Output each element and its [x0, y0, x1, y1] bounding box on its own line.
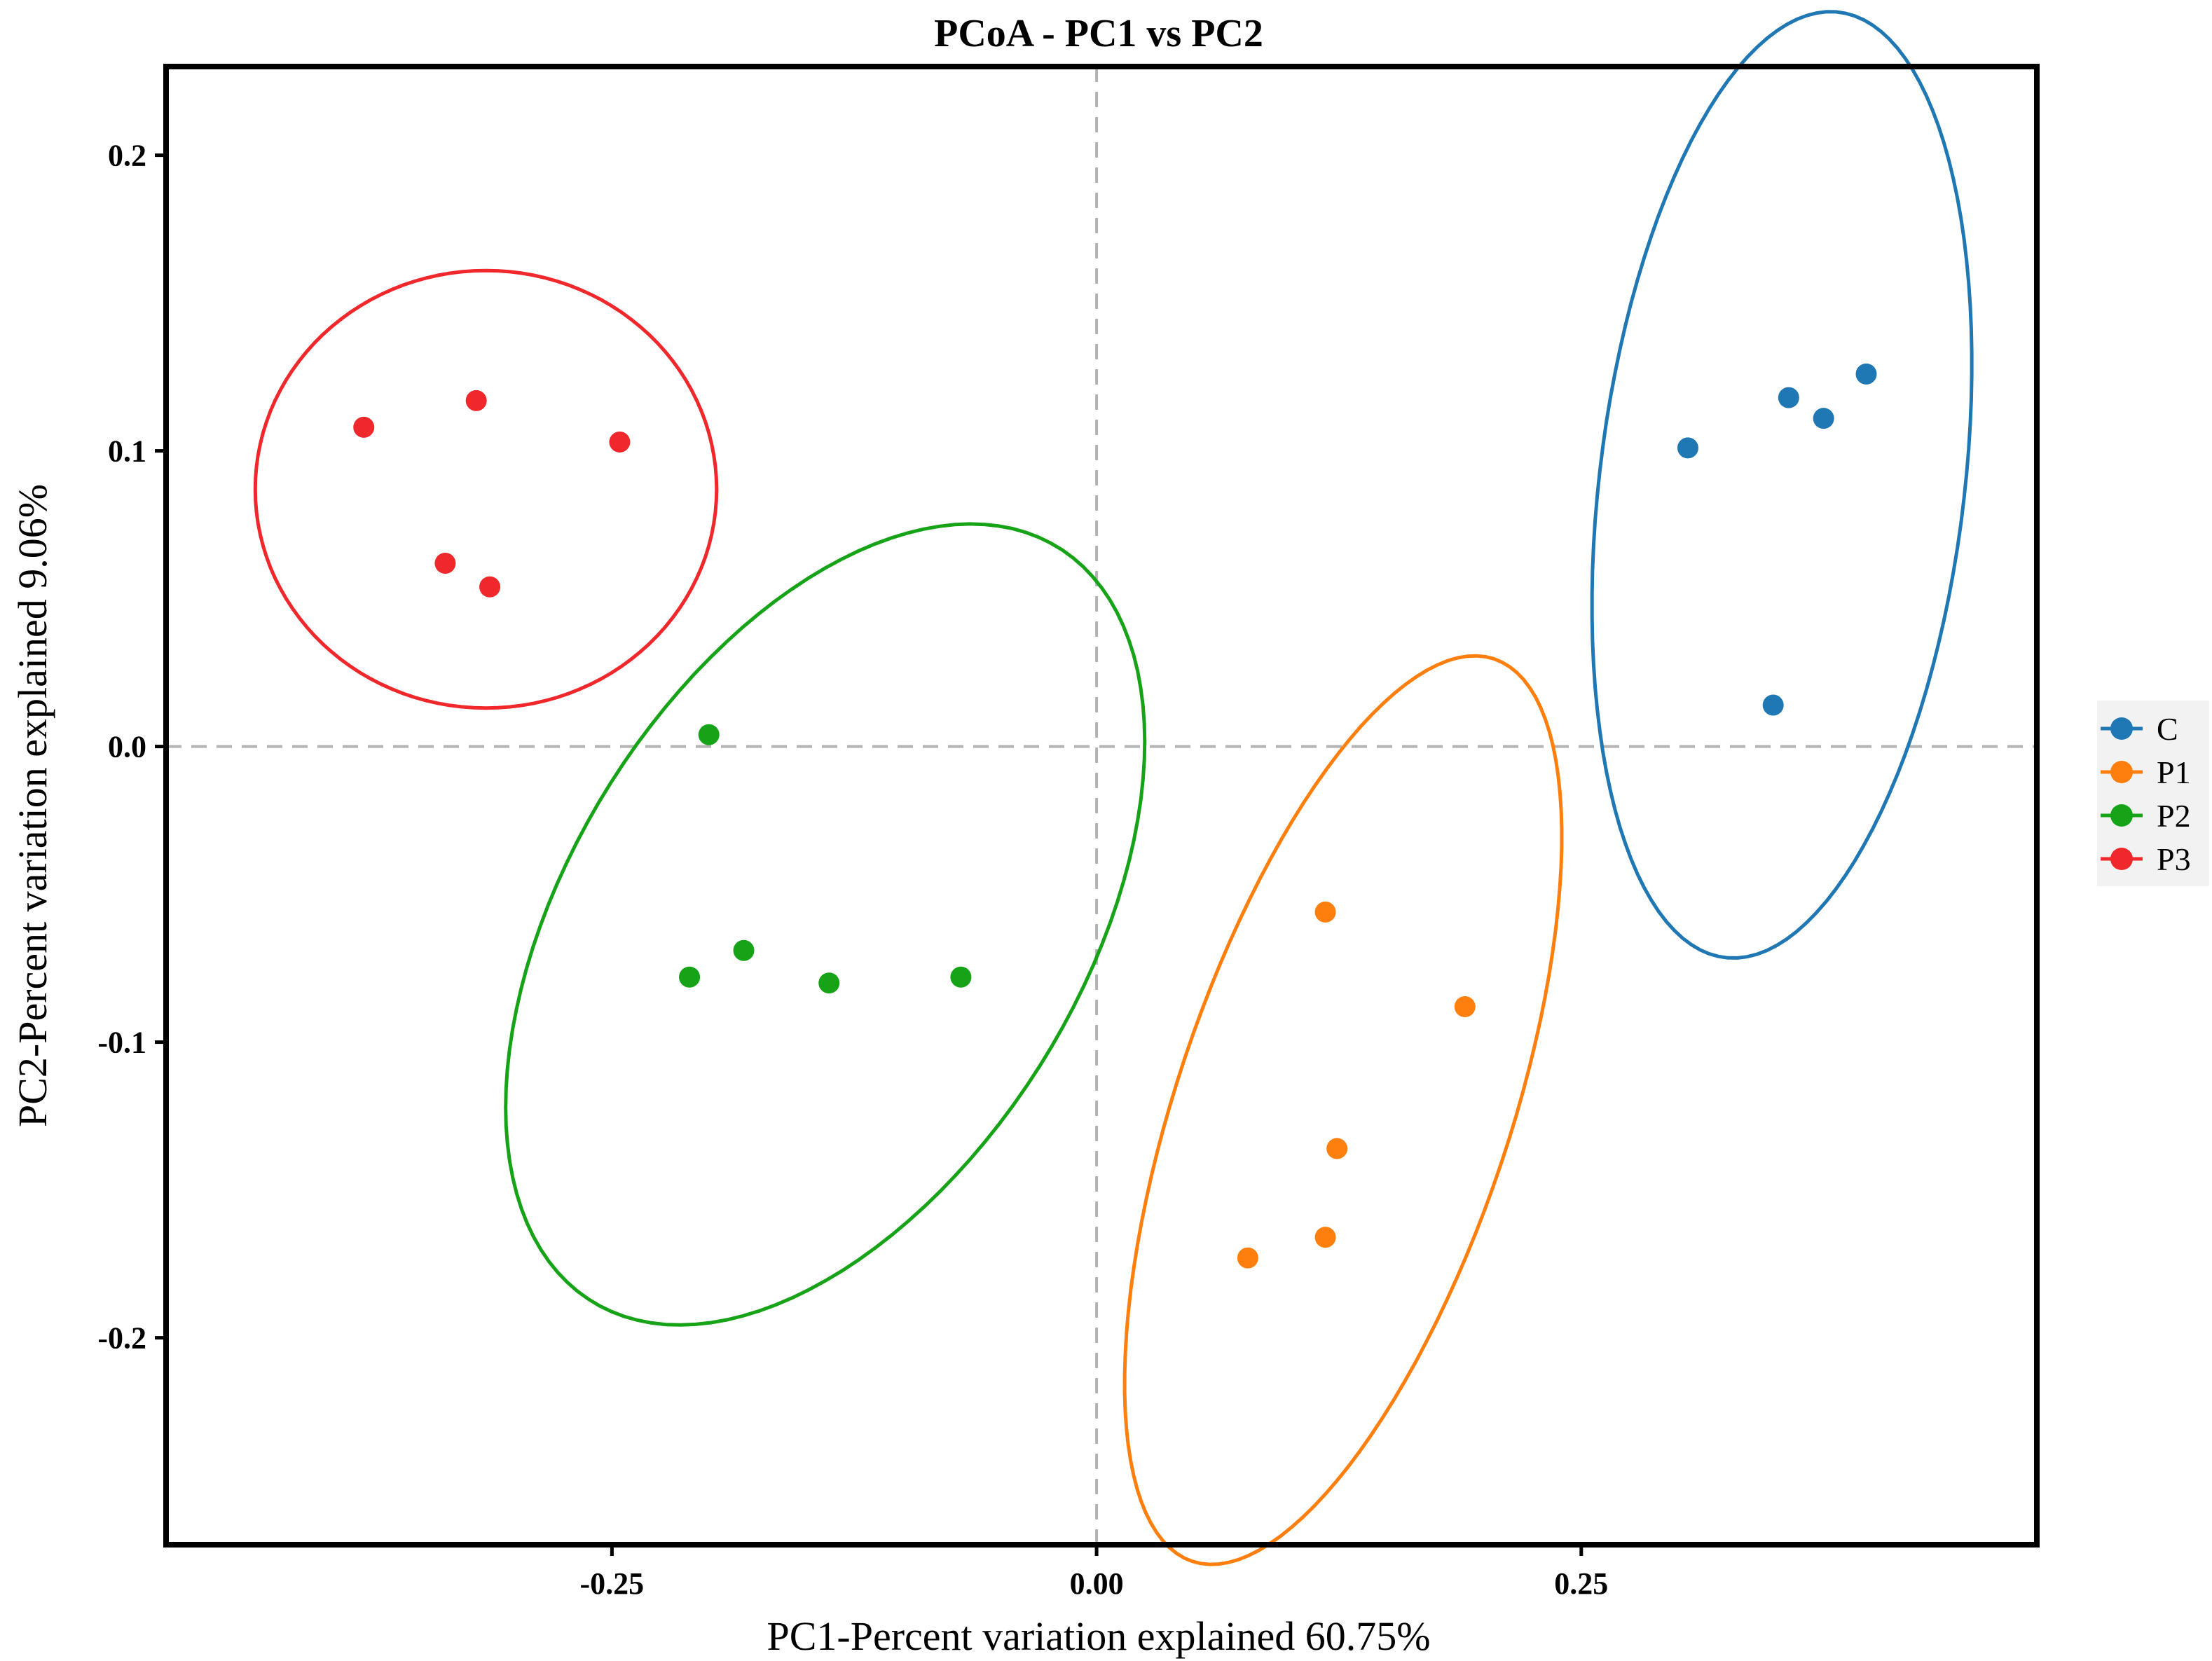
- point-p2: [698, 724, 720, 745]
- y-axis-ticks: 0.2 0.1 0.0 -0.1 -0.2: [97, 139, 166, 1356]
- chart-title: PCoA - PC1 vs PC2: [934, 12, 1263, 55]
- y-axis-label: PC2-Percent variation explained 9.06%: [10, 484, 55, 1127]
- legend-marker-p1: [2110, 761, 2133, 783]
- legend-label-p2: P2: [2157, 798, 2191, 834]
- y-tick-label: 0.1: [108, 434, 146, 469]
- ellipse-c: [1590, 10, 1974, 960]
- point-c: [1677, 437, 1698, 459]
- legend-label-p1: P1: [2157, 754, 2191, 790]
- point-p3: [479, 576, 501, 598]
- legend-marker-p2: [2110, 804, 2133, 827]
- point-p1: [1326, 1138, 1348, 1159]
- y-tick-label: -0.1: [97, 1026, 146, 1060]
- ellipse-p1: [1122, 654, 1564, 1566]
- x-tick-label: -0.25: [580, 1566, 645, 1601]
- legend-label-p3: P3: [2157, 841, 2191, 877]
- data-points: [353, 363, 1877, 1269]
- y-tick-label: 0.2: [108, 139, 146, 173]
- x-tick-label: 0.00: [1070, 1566, 1124, 1601]
- point-p1: [1314, 1227, 1336, 1248]
- point-c: [1762, 694, 1784, 716]
- ellipse-p3: [253, 268, 719, 710]
- point-p3: [434, 552, 456, 574]
- legend: C P1 P2 P3: [2097, 701, 2209, 886]
- plot-frame: [163, 64, 2040, 1548]
- x-axis-ticks: -0.25 0.00 0.25: [580, 1545, 1608, 1601]
- point-p1: [1314, 901, 1336, 923]
- point-p2: [950, 966, 972, 988]
- point-p2: [733, 939, 755, 961]
- y-tick-label: 0.0: [108, 730, 146, 764]
- point-p3: [465, 390, 487, 411]
- point-p1: [1237, 1247, 1258, 1269]
- point-c: [1855, 363, 1877, 385]
- point-p3: [353, 416, 375, 438]
- point-c: [1778, 387, 1799, 408]
- point-p1: [1454, 995, 1476, 1017]
- point-p2: [818, 972, 840, 994]
- legend-label-c: C: [2157, 711, 2178, 747]
- y-tick-label: -0.2: [97, 1321, 146, 1356]
- point-p2: [679, 966, 701, 988]
- point-p3: [609, 431, 631, 453]
- legend-marker-p3: [2110, 848, 2133, 870]
- ellipse-p2: [504, 522, 1147, 1327]
- reference-lines: [166, 67, 2037, 1545]
- point-c: [1813, 408, 1834, 429]
- x-tick-label: 0.25: [1554, 1566, 1608, 1601]
- confidence-ellipses: [253, 10, 1974, 1566]
- x-axis-label: PC1-Percent variation explained 60.75%: [767, 1613, 1430, 1659]
- legend-marker-c: [2110, 717, 2133, 740]
